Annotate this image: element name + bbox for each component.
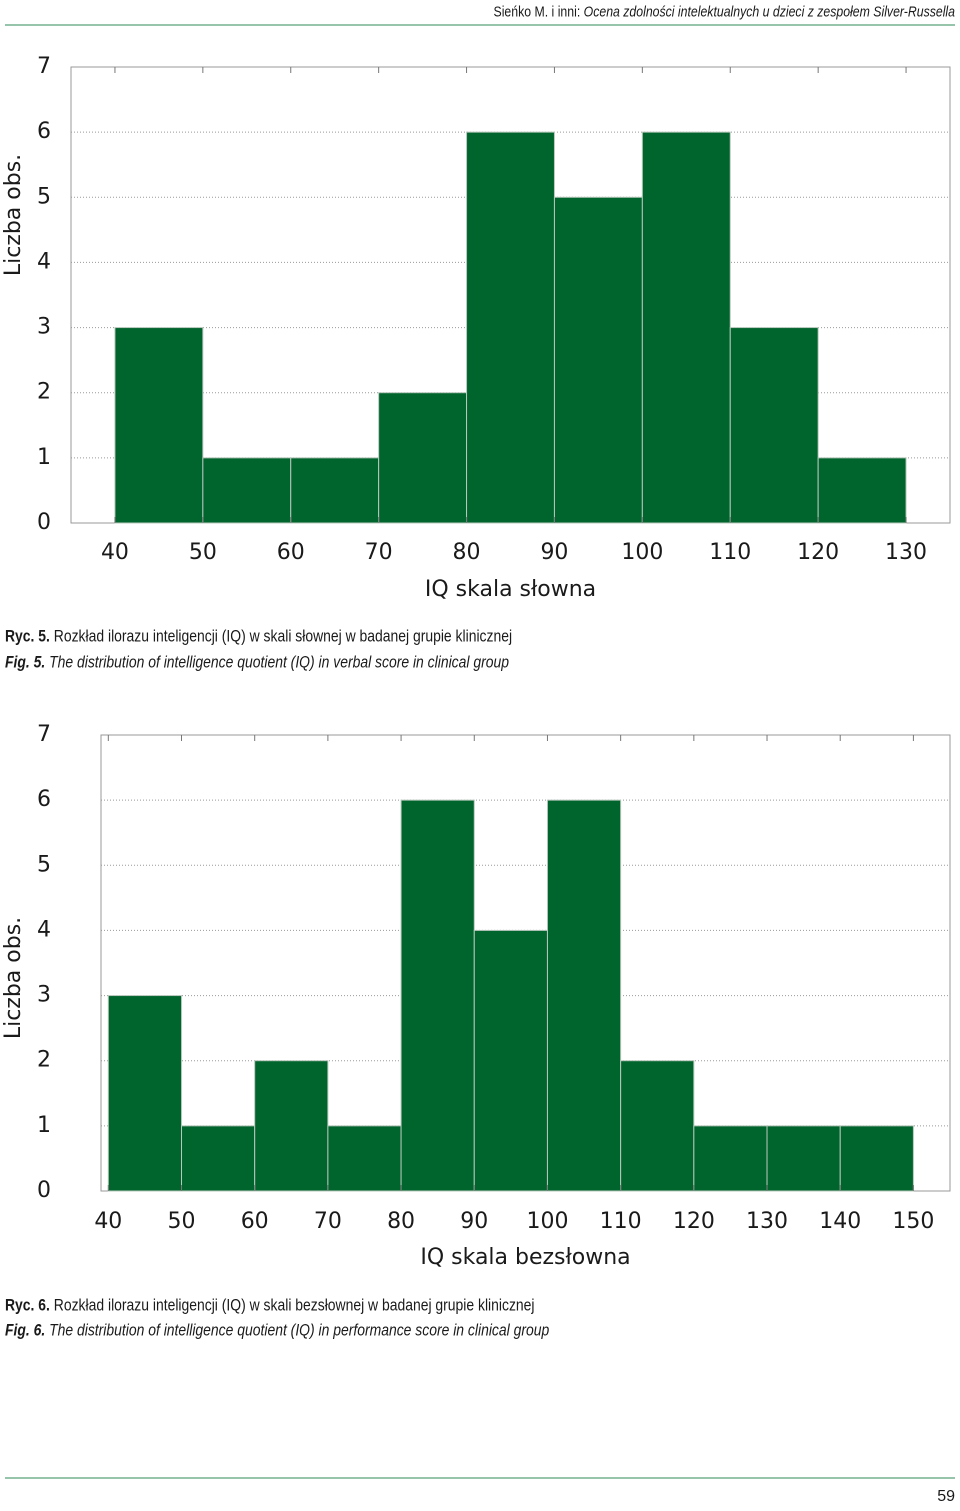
bar xyxy=(766,1125,841,1192)
y-tick-label: 6 xyxy=(37,787,51,812)
x-tick-label: 80 xyxy=(387,1209,415,1234)
header-text: Sieńko M. i inni: Ocena zdolności intele… xyxy=(494,3,956,19)
y-tick-label: 4 xyxy=(37,917,51,942)
bar xyxy=(473,929,548,1192)
bar xyxy=(114,327,204,524)
y-tick-label: 3 xyxy=(37,315,51,340)
bar xyxy=(817,457,907,524)
bar xyxy=(620,1060,695,1192)
caption: Ryc. 6. Rozkład ilorazu inteligencji (IQ… xyxy=(5,1296,535,1315)
caption: Fig. 6. The distribution of intelligence… xyxy=(5,1321,550,1340)
caption-label: Ryc. 5. xyxy=(5,627,50,646)
bar xyxy=(693,1125,768,1192)
bar xyxy=(546,799,622,1192)
y-tick-label: 5 xyxy=(37,852,51,877)
y-axis-label: Liczba obs. xyxy=(1,917,26,1039)
caption: Ryc. 5. Rozkład ilorazu inteligencji (IQ… xyxy=(5,627,512,646)
y-tick-label: 6 xyxy=(37,119,51,144)
x-tick-label: 100 xyxy=(621,540,663,565)
caption-label: Ryc. 6. xyxy=(5,1296,50,1315)
x-tick-label: 50 xyxy=(189,540,217,565)
y-tick-label: 5 xyxy=(37,184,51,209)
caption: Fig. 5. The distribution of intelligence… xyxy=(5,653,509,672)
y-tick-label: 1 xyxy=(37,1113,51,1138)
x-tick-label: 50 xyxy=(168,1209,196,1234)
bar xyxy=(327,1125,402,1192)
header-title: Ocena zdolności intelektualnych u dzieci… xyxy=(584,3,956,19)
header-author: Sieńko M. i inni: xyxy=(494,3,581,19)
x-tick-label: 110 xyxy=(600,1209,642,1234)
bar xyxy=(378,392,468,524)
x-tick-label: 60 xyxy=(277,540,305,565)
x-tick-label: 140 xyxy=(819,1209,861,1234)
x-tick-label: 70 xyxy=(365,540,393,565)
y-tick-label: 4 xyxy=(37,249,51,274)
bar xyxy=(181,1125,256,1192)
running-header: Sieńko M. i inni: Ocena zdolności intele… xyxy=(494,3,956,19)
bar xyxy=(202,457,292,524)
x-tick-label: 60 xyxy=(241,1209,269,1234)
x-tick-label: 90 xyxy=(540,540,568,565)
y-tick-label: 7 xyxy=(37,722,51,747)
bar xyxy=(254,1060,329,1192)
x-tick-label: 80 xyxy=(453,540,481,565)
caption-body: Rozkład ilorazu inteligencji (IQ) w skal… xyxy=(54,627,512,646)
y-tick-label: 0 xyxy=(37,1178,51,1203)
x-axis-label: IQ skala słowna xyxy=(425,577,596,602)
x-tick-label: 110 xyxy=(709,540,751,565)
bar xyxy=(466,131,555,524)
x-tick-label: 100 xyxy=(526,1209,568,1234)
bar xyxy=(290,457,380,524)
y-tick-label: 0 xyxy=(37,510,51,535)
bar xyxy=(107,995,183,1192)
y-axis-label: Liczba obs. xyxy=(1,154,26,276)
caption-body: Rozkład ilorazu inteligencji (IQ) w skal… xyxy=(54,1296,535,1315)
y-tick-label: 1 xyxy=(37,445,51,470)
x-tick-label: 90 xyxy=(460,1209,488,1234)
x-tick-label: 40 xyxy=(101,540,129,565)
x-axis-label: IQ skala bezsłowna xyxy=(420,1245,630,1270)
caption-text: Fig. 6. The distribution of intelligence… xyxy=(5,1321,550,1340)
x-tick-label: 150 xyxy=(892,1209,934,1234)
page-number: 59 xyxy=(937,1488,955,1505)
x-tick-label: 120 xyxy=(673,1209,715,1234)
caption-body: The distribution of intelligence quotien… xyxy=(49,1321,549,1340)
caption-text: Ryc. 6. Rozkład ilorazu inteligencji (IQ… xyxy=(5,1296,535,1315)
x-tick-label: 130 xyxy=(885,540,927,565)
bar xyxy=(400,799,475,1192)
x-tick-label: 40 xyxy=(94,1209,122,1234)
y-tick-label: 2 xyxy=(37,380,51,405)
bar xyxy=(839,1125,914,1192)
caption-text: Fig. 5. The distribution of intelligence… xyxy=(5,653,509,672)
y-tick-label: 2 xyxy=(37,1048,51,1073)
x-tick-label: 130 xyxy=(746,1209,788,1234)
caption-text: Ryc. 5. Rozkład ilorazu inteligencji (IQ… xyxy=(5,627,512,646)
bar xyxy=(641,131,731,524)
x-tick-label: 120 xyxy=(797,540,839,565)
x-tick-label: 70 xyxy=(314,1209,342,1234)
y-tick-label: 7 xyxy=(37,54,51,79)
bar xyxy=(553,196,643,524)
caption-label: Fig. 5. xyxy=(5,653,45,672)
bar xyxy=(729,327,819,524)
y-tick-label: 3 xyxy=(37,983,51,1008)
caption-body: The distribution of intelligence quotien… xyxy=(49,653,509,672)
caption-label: Fig. 6. xyxy=(5,1321,45,1340)
